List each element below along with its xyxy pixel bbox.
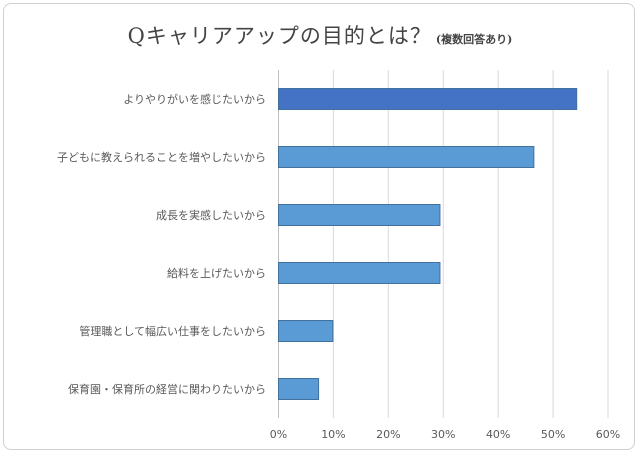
x-tick-label: 0% [270, 428, 287, 441]
title-subtitle: (複数回答あり) [435, 33, 513, 46]
bar [278, 378, 320, 400]
x-tick-label: 30% [431, 428, 455, 441]
bar [278, 146, 535, 168]
chart-frame [3, 3, 635, 450]
x-tick-label: 10% [321, 428, 345, 441]
x-tick-label: 20% [376, 428, 400, 441]
title-main: Qキャリアアップの目的とは？ [127, 24, 432, 48]
category-label: 給料を上げたいから [167, 266, 266, 280]
bar [278, 320, 334, 342]
category-label: よりやりがいを感じたいから [123, 92, 266, 106]
bar [278, 88, 578, 110]
category-label: 管理職として幅広い仕事をしたいから [79, 324, 266, 338]
category-label: 保育園・保育所の経営に関わりたいから [68, 382, 266, 396]
category-label: 成長を実感したいから [156, 208, 266, 222]
x-tick-label: 50% [541, 428, 565, 441]
chart-title: Qキャリアアップの目的とは？ (複数回答あり) [0, 20, 640, 50]
bar [278, 262, 441, 284]
x-tick-label: 60% [596, 428, 620, 441]
category-label: 子どもに教えられることを増やしたいから [57, 151, 266, 164]
x-tick-label: 40% [486, 428, 510, 441]
bar [278, 204, 441, 226]
